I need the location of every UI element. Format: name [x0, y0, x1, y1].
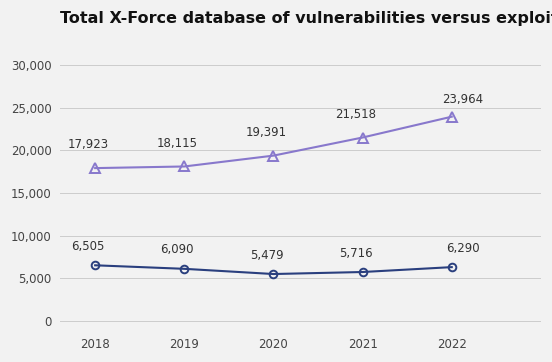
- Text: 17,923: 17,923: [68, 138, 109, 151]
- Text: 6,090: 6,090: [161, 243, 194, 256]
- Text: 19,391: 19,391: [246, 126, 287, 139]
- Text: 6,290: 6,290: [446, 241, 480, 254]
- Text: 18,115: 18,115: [157, 137, 198, 150]
- Text: Total X-Force database of vulnerabilities versus exploits: Total X-Force database of vulnerabilitie…: [60, 11, 552, 26]
- Text: 21,518: 21,518: [335, 108, 376, 121]
- Text: 6,505: 6,505: [72, 240, 105, 253]
- Text: 5,716: 5,716: [339, 247, 373, 260]
- Text: 23,964: 23,964: [442, 93, 484, 106]
- Text: 5,479: 5,479: [250, 249, 283, 261]
